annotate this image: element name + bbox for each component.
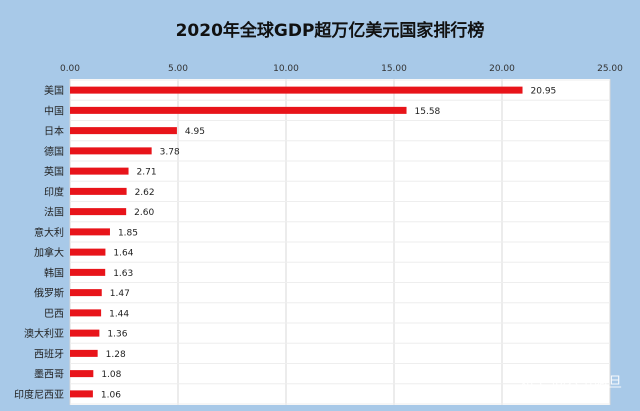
x-tick-label: 20.00 bbox=[489, 64, 515, 74]
gridlines bbox=[69, 79, 611, 405]
x-tick-label: 15.00 bbox=[381, 64, 407, 74]
bars bbox=[70, 86, 523, 398]
bar bbox=[70, 349, 98, 357]
labels: 0.00 5.00 10.00 15.00 20.00 25.00 美国 20.95 中国 15.… bbox=[14, 64, 623, 401]
data-label: 3.78 bbox=[160, 147, 180, 157]
category-label: 印度尼西亚 bbox=[14, 388, 64, 401]
x-tick-label: 10.00 bbox=[273, 64, 299, 74]
data-label: 1.36 bbox=[107, 330, 127, 340]
chart-title: 2020年全球GDP超万亿美元国家排行榜 bbox=[176, 20, 485, 41]
bar bbox=[70, 187, 127, 195]
bar bbox=[70, 167, 129, 175]
category-label: 澳大利亚 bbox=[24, 327, 64, 340]
x-tick-label: 0.00 bbox=[60, 64, 80, 74]
data-label: 2.71 bbox=[137, 168, 157, 178]
bar bbox=[70, 228, 110, 236]
bar bbox=[70, 106, 407, 114]
category-label: 西班牙 bbox=[34, 348, 64, 360]
category-label: 中国 bbox=[44, 104, 64, 117]
bar bbox=[70, 289, 102, 297]
bar bbox=[70, 248, 106, 256]
category-label: 巴西 bbox=[44, 308, 64, 320]
bar bbox=[70, 309, 102, 317]
data-label: 1.85 bbox=[118, 228, 138, 238]
bar bbox=[70, 127, 177, 135]
category-label: 德国 bbox=[44, 145, 64, 158]
category-label: 印度 bbox=[44, 185, 64, 198]
category-label: 俄罗斯 bbox=[34, 287, 64, 300]
category-label: 英国 bbox=[44, 165, 64, 178]
bar bbox=[70, 208, 127, 216]
category-label: 日本 bbox=[44, 125, 64, 138]
x-tick-label: 25.00 bbox=[597, 64, 623, 74]
bar bbox=[70, 268, 106, 276]
data-label: 1.63 bbox=[113, 269, 133, 279]
data-label: 2.62 bbox=[135, 188, 155, 198]
category-label: 墨西哥 bbox=[34, 369, 64, 381]
data-label: 20.95 bbox=[531, 87, 557, 97]
category-label: 法国 bbox=[44, 206, 64, 219]
category-label: 加拿大 bbox=[34, 246, 64, 259]
data-label: 15.58 bbox=[415, 107, 441, 117]
data-label: 1.64 bbox=[113, 249, 133, 259]
bar bbox=[70, 390, 93, 398]
category-label: 美国 bbox=[44, 84, 64, 97]
data-label: 1.08 bbox=[101, 370, 121, 380]
watermark: 知乎 @六爷阿旦 bbox=[520, 374, 622, 391]
data-label: 1.28 bbox=[106, 350, 126, 360]
bar bbox=[70, 329, 100, 337]
data-label: 1.44 bbox=[109, 309, 129, 319]
data-label: 1.47 bbox=[110, 289, 130, 299]
data-label: 2.60 bbox=[134, 208, 154, 218]
bar bbox=[70, 370, 94, 378]
bar bbox=[70, 147, 152, 155]
x-tick-label: 5.00 bbox=[168, 64, 188, 74]
bar bbox=[70, 86, 523, 94]
category-label: 韩国 bbox=[44, 266, 64, 279]
data-label: 1.06 bbox=[101, 390, 121, 400]
category-label: 意大利 bbox=[34, 226, 64, 239]
data-label: 4.95 bbox=[185, 127, 205, 137]
